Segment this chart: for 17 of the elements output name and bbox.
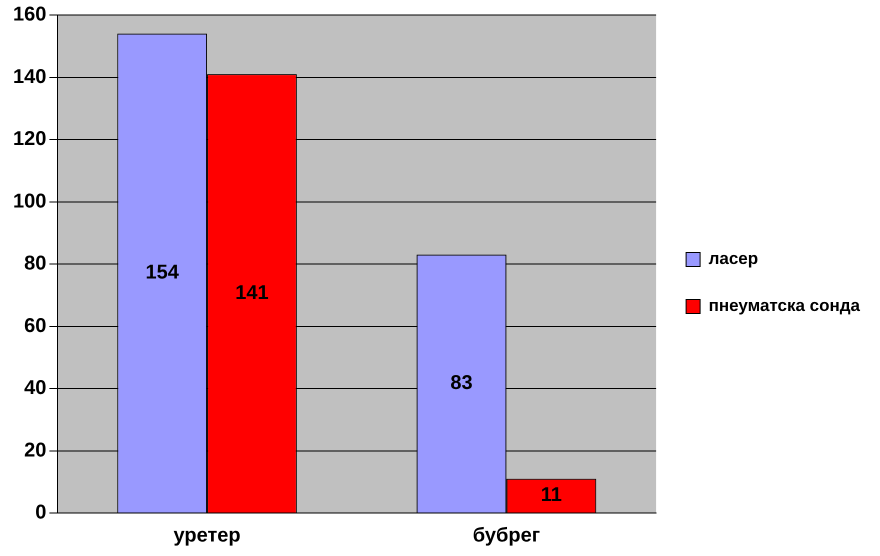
x-tick-label: бубрег — [472, 524, 540, 547]
y-tick-label: 120 — [12, 128, 46, 150]
y-tick-label: 20 — [24, 439, 46, 462]
y-tick-label: 100 — [12, 190, 46, 212]
y-tick-label: 160 — [12, 4, 46, 26]
data-label: 83 — [450, 372, 473, 394]
y-tick-label: 0 — [35, 502, 46, 524]
y-tick-label: 140 — [12, 66, 46, 88]
y-tick-label: 40 — [24, 377, 46, 400]
data-label: 154 — [145, 262, 180, 284]
data-label: 141 — [235, 282, 269, 304]
legend-label: ласер — [708, 249, 758, 268]
legend-label: пнеуматска сонда — [708, 296, 861, 316]
data-label: 11 — [540, 484, 562, 506]
y-tick-label: 80 — [24, 252, 46, 275]
x-tick-label: уретер — [174, 524, 241, 547]
y-tick-label: 60 — [24, 314, 46, 337]
